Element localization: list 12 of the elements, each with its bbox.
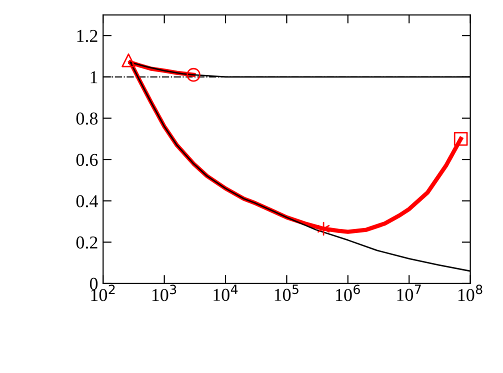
x-tick-label: 10$^{8}$: [458, 284, 482, 302]
y-tick-label: 0.4: [76, 195, 98, 208]
y-tick-label: 1: [90, 71, 98, 84]
y-tick-label: 0.6: [76, 154, 98, 166]
x-tick-label: 10$^{5}$: [274, 284, 298, 301]
x-tick-label: 10$^{7}$: [397, 284, 421, 301]
y-tick-label: 1.2: [77, 30, 98, 42]
y-tick-label: 0.2: [76, 236, 98, 249]
x-tick-label: 10$^{6}$: [336, 284, 360, 302]
x-tick-label: 10$^{4}$: [214, 284, 238, 301]
x-tick-label: 10$^{3}$: [152, 284, 176, 302]
y-tick-label: 0.8: [76, 112, 98, 125]
